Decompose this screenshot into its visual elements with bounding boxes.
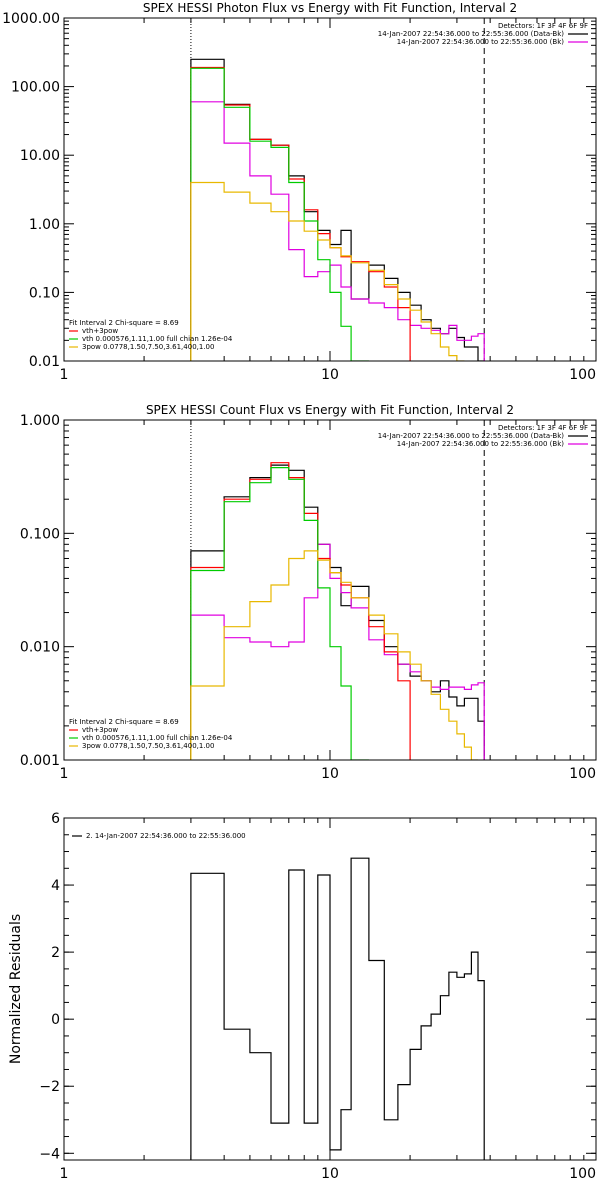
y-tick-label: 1.00 xyxy=(29,217,60,233)
legend-top-right-entry: 14-Jan-2007 22:54:36.000 to 22:55:36.000… xyxy=(397,38,565,46)
chart-title: SPEX HESSI Photon Flux vs Energy with Fi… xyxy=(143,1,517,15)
legend-bottom-left-entry: vth+3pow xyxy=(82,726,118,734)
y-tick-label: 6 xyxy=(51,811,60,827)
x-tick-label: 1 xyxy=(60,367,69,383)
legend-bottom-left-entry: 3pow 0.0778,1.50,7.50,3.61,400,1.00 xyxy=(82,742,214,750)
chart-title: SPEX HESSI Count Flux vs Energy with Fit… xyxy=(146,403,514,417)
y-tick-label: 4 xyxy=(51,878,60,894)
legend-bottom-left-entry: Fit Interval 2 Chi-square = 8.69 xyxy=(69,319,179,327)
y-tick-label: 1000.00 xyxy=(2,11,60,27)
legend-bottom-left-entry: 3pow 0.0778,1.50,7.50,3.61,400,1.00 xyxy=(82,343,214,351)
chart-panel-3: Normalized Residuals 1 10 100 −4 −2 0 2 4 6 2. 14-… xyxy=(8,811,597,1182)
legend-top-left-entry: 2. 14-Jan-2007 22:54:36.000 to 22:55:36.… xyxy=(86,832,246,840)
x-tick-label: 1 xyxy=(60,1166,69,1182)
y-tick-label: −2 xyxy=(39,1079,60,1095)
y-tick-label: 1.000 xyxy=(20,413,60,429)
chart-panel-1: SPEX HESSI Photon Flux vs Energy with Fi… xyxy=(2,1,597,383)
series-5-line xyxy=(190,181,465,361)
x-tick-label: 100 xyxy=(569,766,596,782)
y-tick-label: 2 xyxy=(51,945,60,961)
series-1-line xyxy=(190,464,485,760)
chart-panel-2: SPEX HESSI Count Flux vs Energy with Fit… xyxy=(20,403,597,782)
x-tick-label: 10 xyxy=(321,766,339,782)
x-tick-label: 100 xyxy=(569,367,596,383)
legend-bottom-left-entry: vth 0.000576,1.11,1.00 full chian 1.26e-… xyxy=(82,335,233,343)
y-axis-label: Normalized Residuals xyxy=(8,914,24,1064)
legend-top-right-entry: Detectors: 1F 3F 4F 6F 9F xyxy=(498,22,588,30)
x-tick-label: 1 xyxy=(60,766,69,782)
legend-bottom-left-entry: Fit Interval 2 Chi-square = 8.69 xyxy=(69,718,179,726)
y-tick-label: 0.100 xyxy=(20,526,60,542)
y-tick-label: 0.01 xyxy=(29,354,60,370)
series-2-line xyxy=(190,543,485,760)
legend-top-right-entry: 14-Jan-2007 22:54:36.000 to 22:55:36.000… xyxy=(378,432,565,440)
series-4-line xyxy=(190,467,369,760)
legend-top-right-entry: 14-Jan-2007 22:54:36.000 to 22:55:36.000… xyxy=(378,30,565,38)
y-tick-label: 0.010 xyxy=(20,640,60,656)
legend-bottom-left-entry: vth+3pow xyxy=(82,327,118,335)
series-2-line xyxy=(190,101,485,361)
x-tick-label: 10 xyxy=(321,1166,339,1182)
plot-frame xyxy=(63,17,597,362)
y-tick-label: −4 xyxy=(39,1146,60,1162)
series-5-line xyxy=(190,550,478,760)
y-tick-label: 10.00 xyxy=(20,148,60,164)
legend-top-right-entry: 14-Jan-2007 22:54:36.000 to 22:55:36.000… xyxy=(397,440,565,448)
y-tick-label: 0.001 xyxy=(20,753,60,769)
legend-bottom-left-entry: vth 0.000576,1.11,1.00 full chian 1.26e-… xyxy=(82,734,233,742)
plot-frame xyxy=(63,817,597,1161)
x-tick-label: 10 xyxy=(321,367,339,383)
y-tick-label: 0 xyxy=(51,1012,60,1028)
y-tick-label: 0.10 xyxy=(29,285,60,301)
legend-top-right-entry: Detectors: 1F 3F 4F 6F 9F xyxy=(498,424,588,432)
plot-frame xyxy=(63,419,597,761)
y-tick-label: 100.00 xyxy=(11,80,60,96)
data-series-group xyxy=(190,857,485,1160)
data-series-group xyxy=(190,58,485,361)
x-tick-label: 100 xyxy=(569,1166,596,1182)
series-1-line xyxy=(190,857,485,1160)
series-4-line xyxy=(190,67,369,361)
data-series-group xyxy=(190,462,485,760)
